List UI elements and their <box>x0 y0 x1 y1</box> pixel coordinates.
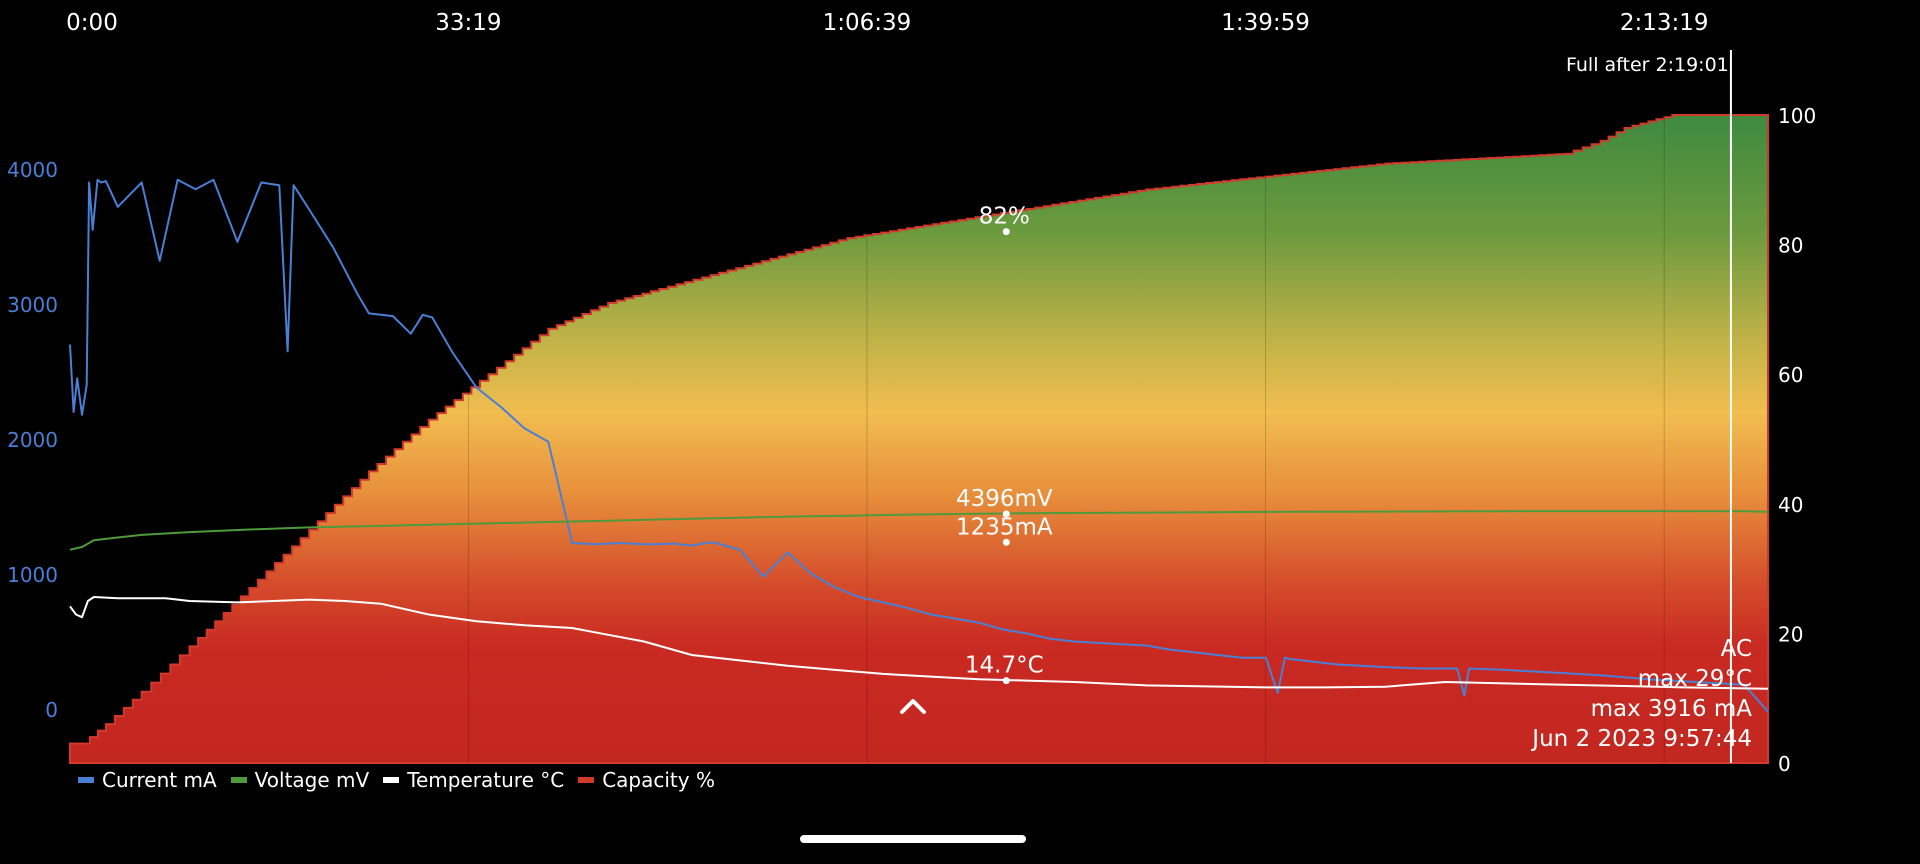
left-axis-tick-label: 4000 <box>7 158 58 182</box>
right-axis-tick-label: 20 <box>1778 622 1803 646</box>
right-axis-tick-label: 40 <box>1778 493 1803 517</box>
max-temperature: max 29°C <box>1637 666 1752 692</box>
full-after-label: Full after 2:19:01 <box>1566 54 1729 76</box>
time-tick-label: 0:00 <box>66 10 118 36</box>
annotation-label: 1235mA <box>956 514 1053 540</box>
chart-legend: Current mA Voltage mV Temperature °C Cap… <box>78 768 715 792</box>
series-line-2 <box>69 596 1769 690</box>
annotation-point <box>1002 677 1010 685</box>
left-axis-tick-label: 1000 <box>7 563 58 587</box>
time-tick-label: 33:19 <box>435 10 501 36</box>
legend-label-capacity: Capacity % <box>602 768 715 792</box>
series-line-1 <box>69 510 1769 551</box>
max-current: max 3916 mA <box>1590 696 1752 722</box>
annotation-label: 14.7°C <box>965 653 1044 679</box>
legend-item-temperature: Temperature °C <box>383 768 564 792</box>
timestamp: Jun 2 2023 9:57:44 <box>1532 726 1752 752</box>
chevron-up-icon[interactable] <box>896 690 930 724</box>
time-tick-label: 2:13:19 <box>1620 10 1709 36</box>
legend-item-current: Current mA <box>78 768 217 792</box>
annotation-point <box>1002 510 1010 518</box>
annotation-label: 82% <box>979 204 1030 230</box>
legend-swatch-temperature <box>383 777 400 783</box>
right-axis-tick-label: 0 <box>1778 752 1791 776</box>
right-axis-tick-label: 60 <box>1778 363 1803 387</box>
legend-label-current: Current mA <box>102 768 217 792</box>
annotation-point <box>1002 228 1010 236</box>
home-indicator[interactable] <box>800 835 1026 843</box>
left-axis-tick-label: 3000 <box>7 293 58 317</box>
left-axis-tick-label: 0 <box>45 698 58 722</box>
right-axis-tick-label: 80 <box>1778 234 1803 258</box>
legend-swatch-capacity <box>578 777 595 783</box>
legend-item-voltage: Voltage mV <box>230 768 370 792</box>
time-tick-label: 1:39:59 <box>1221 10 1310 36</box>
time-tick-label: 1:06:39 <box>823 10 912 36</box>
legend-label-voltage: Voltage mV <box>254 768 370 792</box>
annotation-label: 4396mV <box>956 486 1053 512</box>
right-axis-tick-label: 100 <box>1778 104 1816 128</box>
charge-info: AC max 29°C max 3916 mA Jun 2 2023 9:57:… <box>1532 634 1752 754</box>
legend-swatch-current <box>78 777 94 783</box>
capacity-area <box>69 114 1769 764</box>
annotation-point <box>1002 538 1010 546</box>
left-axis-tick-label: 2000 <box>7 428 58 452</box>
legend-item-capacity: Capacity % <box>578 768 715 792</box>
power-source: AC <box>1720 636 1752 662</box>
series-line-0 <box>69 178 1769 713</box>
legend-swatch-voltage <box>230 777 247 783</box>
legend-label-temperature: Temperature °C <box>407 768 565 792</box>
